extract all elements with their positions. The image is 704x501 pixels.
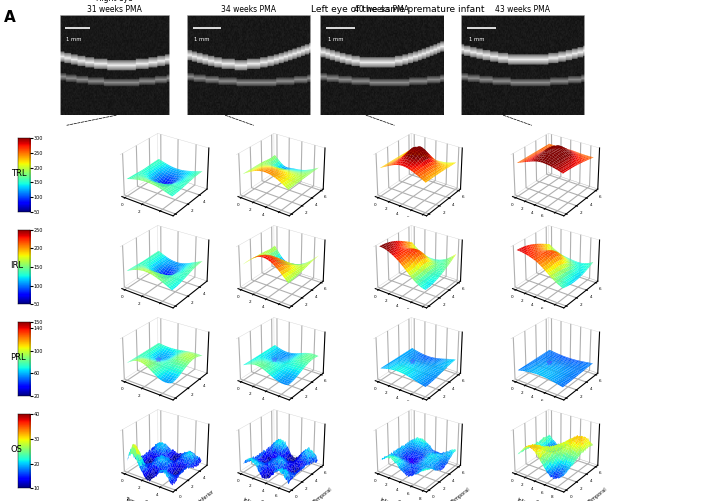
X-axis label: Inferior: Inferior <box>242 497 260 501</box>
Text: Left eye of the same premature infant: Left eye of the same premature infant <box>311 5 484 14</box>
Title: 43 weeks PMA: 43 weeks PMA <box>495 5 551 14</box>
Text: A: A <box>4 10 15 25</box>
Text: OS: OS <box>11 445 23 454</box>
Text: TRL: TRL <box>11 169 26 178</box>
Y-axis label: Inferior: Inferior <box>198 488 215 501</box>
X-axis label: Inferior: Inferior <box>517 497 535 501</box>
Text: PRL: PRL <box>11 353 26 362</box>
Text: 0 mm: 0 mm <box>145 500 159 501</box>
Title: 34 weeks PMA: 34 weeks PMA <box>220 5 276 14</box>
Text: 0 mm: 0 mm <box>536 500 550 501</box>
Text: 1 mm: 1 mm <box>66 37 82 42</box>
Text: 1 mm: 1 mm <box>469 37 484 42</box>
Y-axis label: Temporal: Temporal <box>587 487 608 501</box>
Y-axis label: Temporal: Temporal <box>450 487 470 501</box>
Text: 0 mm: 0 mm <box>261 500 275 501</box>
X-axis label: Temporal: Temporal <box>124 496 146 501</box>
Text: 1 mm: 1 mm <box>328 37 344 42</box>
Text: 0 mm: 0 mm <box>398 500 413 501</box>
Title: 40 weeks PMA: 40 weeks PMA <box>354 5 410 14</box>
Text: 1 mm: 1 mm <box>194 37 210 42</box>
Title: Right eye
31 weeks PMA: Right eye 31 weeks PMA <box>87 0 142 14</box>
X-axis label: Inferior: Inferior <box>379 497 398 501</box>
Y-axis label: Temporal: Temporal <box>313 487 333 501</box>
Text: IRL: IRL <box>11 262 23 271</box>
